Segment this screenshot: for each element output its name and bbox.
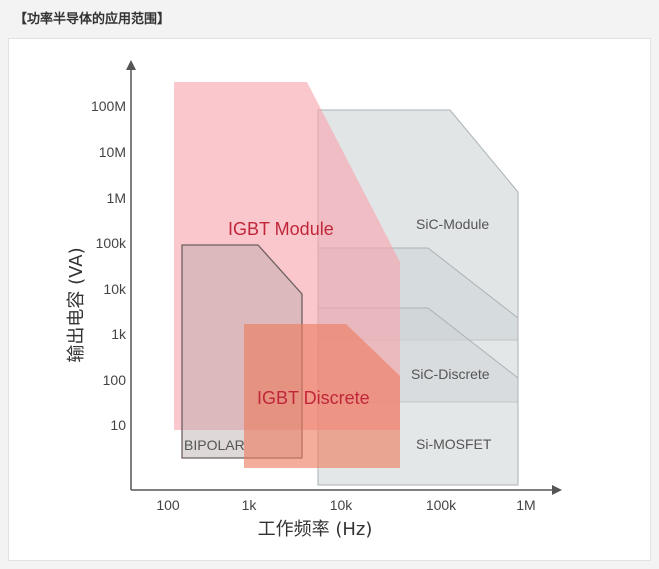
sic-discrete-label: SiC-Discrete — [411, 366, 490, 382]
y-tick-label: 1M — [107, 190, 126, 206]
page-heading: 【功率半导体的应用范围】 — [14, 12, 171, 27]
x-tick-label: 10k — [330, 497, 354, 513]
y-tick-label: 10k — [103, 281, 127, 297]
x-tick-label: 100 — [156, 497, 180, 513]
x-tick-label: 100k — [426, 497, 457, 513]
x-tick-label: 1k — [242, 497, 258, 513]
y-tick-label: 10M — [99, 144, 126, 160]
igbt-discrete-label: IGBT Discrete — [257, 388, 370, 408]
sic-module-label: SiC-Module — [416, 216, 489, 232]
si-mosfet-label: Si-MOSFET — [416, 436, 492, 452]
y-tick-label: 1k — [111, 326, 127, 342]
x-axis-arrow — [552, 485, 562, 495]
igbt-module-label: IGBT Module — [228, 219, 334, 239]
bipolar-label: BIPOLAR — [184, 437, 245, 453]
y-tick-label: 100k — [96, 235, 127, 251]
y-tick-label: 100M — [91, 98, 126, 114]
igbt-discrete-region — [244, 324, 400, 468]
y-axis-label: 输出电容 (VA) — [66, 247, 87, 362]
y-tick-label: 100 — [103, 372, 127, 388]
x-axis-label: 工作频率 (Hz) — [258, 519, 373, 540]
y-axis-arrow — [126, 60, 136, 70]
y-tick-label: 10 — [110, 417, 126, 433]
x-tick-label: 1M — [516, 497, 535, 513]
